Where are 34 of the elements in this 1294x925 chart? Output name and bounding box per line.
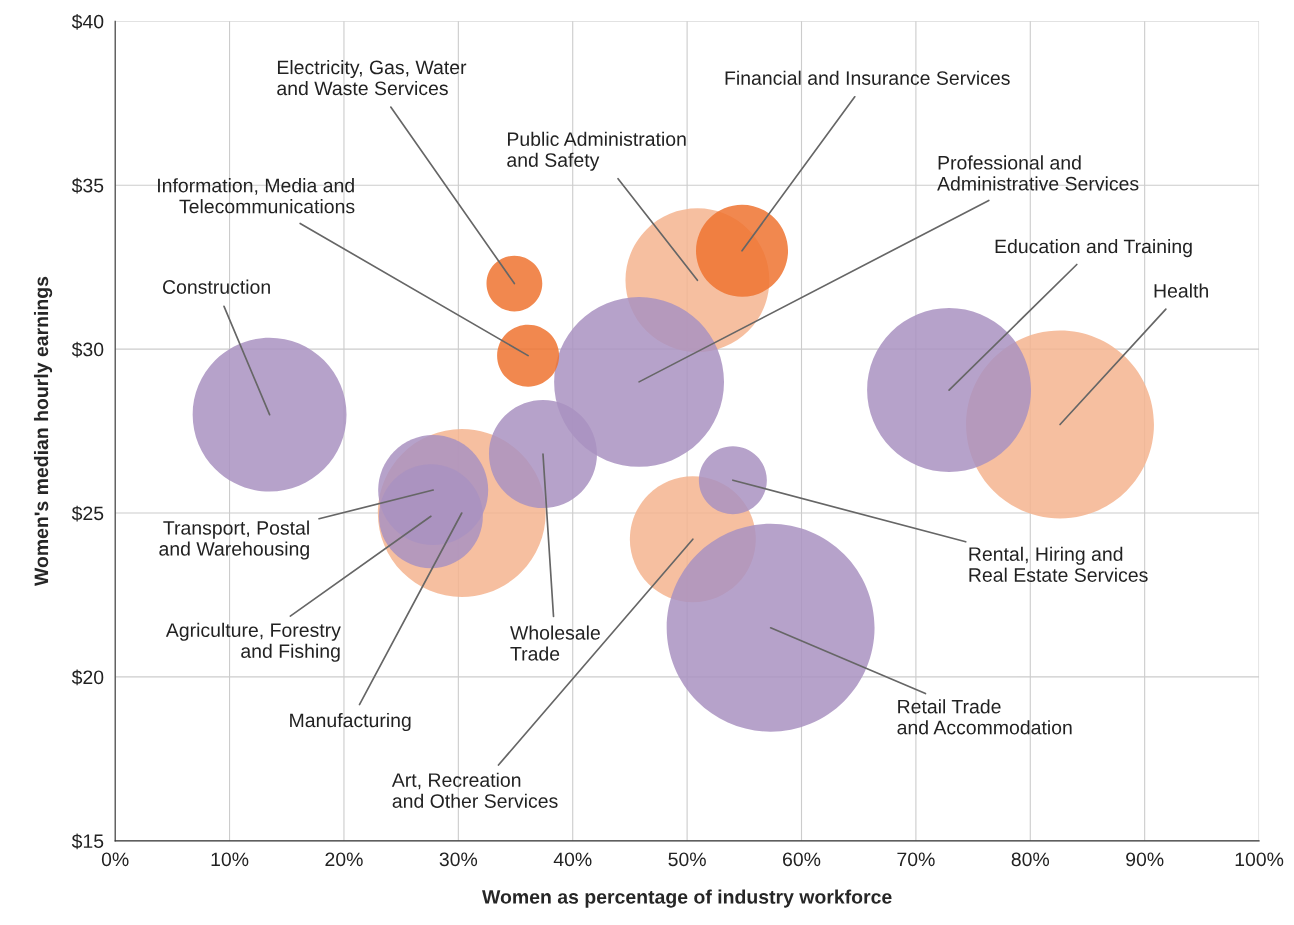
y-tick-label: $25 xyxy=(71,505,104,522)
annotation: Retail Trade and Accommodation xyxy=(897,699,1072,735)
x-tick-label: 80% xyxy=(1011,852,1050,867)
annotation: Information, Media and Telecommunications xyxy=(158,178,355,214)
y-tick-label: $30 xyxy=(71,341,104,358)
x-tick-label: 50% xyxy=(668,852,706,867)
x-tick-label: 0% xyxy=(101,852,129,867)
x-tick-label: 90% xyxy=(1126,852,1164,867)
x-tick-label: 10% xyxy=(211,852,249,867)
annotation: Art, Recreation and Other Services xyxy=(391,772,558,808)
annotation: Financial and Insurance Services xyxy=(725,70,1010,85)
y-tick-label: $35 xyxy=(71,177,104,194)
annotation: Transport, Postal and Warehousing xyxy=(159,520,309,560)
x-tick-label: 20% xyxy=(325,852,363,867)
annotation: Health xyxy=(1154,283,1208,298)
annotation: Agriculture, Forestry and Fishing xyxy=(165,622,341,662)
x-tick-label: 40% xyxy=(553,852,592,867)
y-tick-label: $20 xyxy=(71,669,104,686)
annotation: Construction xyxy=(163,279,270,294)
annotation: Professional and Administrative Services xyxy=(937,155,1139,191)
x-tick-label: 100% xyxy=(1235,852,1284,867)
x-tick-label: 70% xyxy=(897,852,935,867)
annotation: Electricity, Gas, Water and Waste Services xyxy=(277,60,467,96)
y-tick-label: $15 xyxy=(71,833,104,850)
annotation: Education and Training xyxy=(995,239,1192,258)
annotation: Manufacturing xyxy=(290,712,411,732)
annotation: Wholesale Trade xyxy=(510,625,600,661)
x-tick-label: 60% xyxy=(783,852,821,867)
y-tick-label: $40 xyxy=(71,13,104,30)
x-axis-title: Women as percentage of industry workforce xyxy=(482,889,892,908)
annotation: Public Administration and Safety xyxy=(507,131,686,171)
y-axis-title: Women's median hourly earnings xyxy=(33,276,53,587)
x-tick-label: 30% xyxy=(439,852,478,867)
annotation: Rental, Hiring and Real Estate Services xyxy=(969,546,1148,582)
